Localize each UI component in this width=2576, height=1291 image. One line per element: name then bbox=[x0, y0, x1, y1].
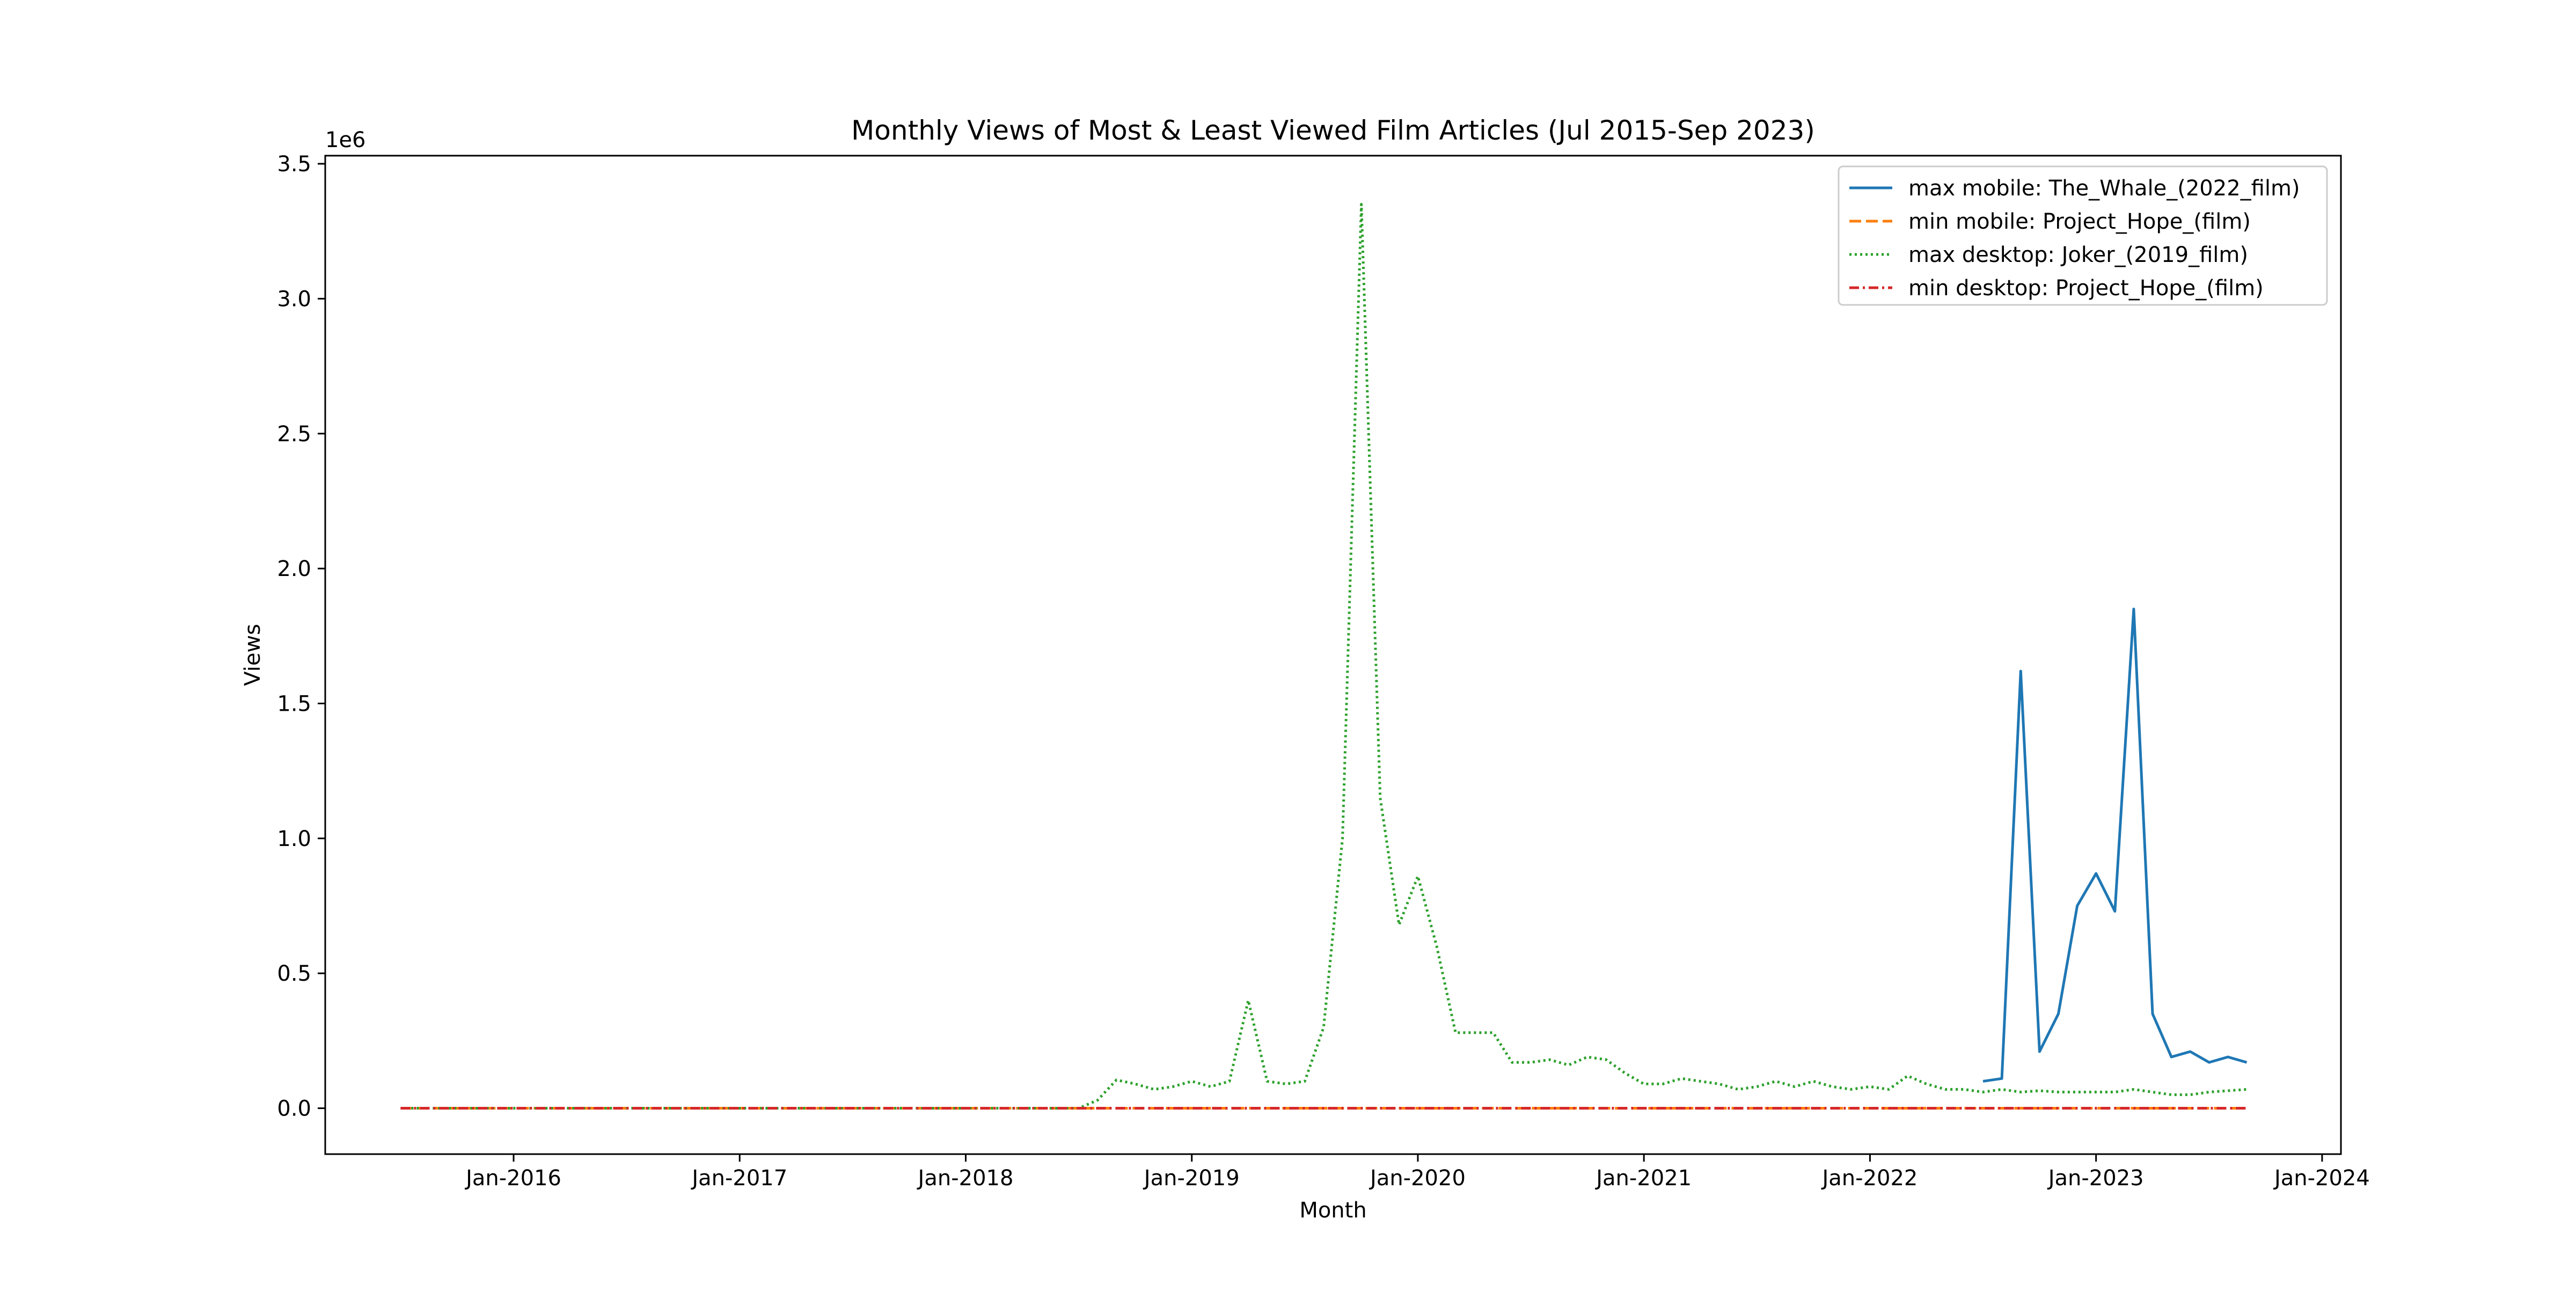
legend-box bbox=[1838, 165, 2328, 306]
x-tick-label: Jan-2022 bbox=[1820, 1166, 1918, 1191]
y-tick-label: 0.0 bbox=[277, 1097, 311, 1121]
y-tick-label: 3.5 bbox=[277, 152, 311, 177]
x-tick-label: Jan-2017 bbox=[690, 1166, 787, 1191]
x-tick-label: Jan-2016 bbox=[464, 1166, 561, 1191]
legend-label: min mobile: Project_Hope_(film) bbox=[1908, 209, 2251, 234]
y-axis-label: Views bbox=[240, 624, 265, 686]
x-axis-label: Month bbox=[1299, 1198, 1366, 1223]
y-tick-label: 1.5 bbox=[277, 691, 311, 716]
legend-label: max mobile: The_Whale_(2022_film) bbox=[1908, 176, 2300, 201]
x-tick-label: Jan-2023 bbox=[2047, 1166, 2144, 1191]
x-tick-label: Jan-2020 bbox=[1368, 1166, 1466, 1191]
legend-item: min desktop: Project_Hope_(film) bbox=[1849, 276, 2264, 301]
legend-item: min mobile: Project_Hope_(film) bbox=[1849, 209, 2251, 234]
plot-frame bbox=[324, 155, 2342, 1155]
series-line-2 bbox=[400, 203, 2247, 1110]
x-tick-label: Jan-2024 bbox=[2273, 1166, 2370, 1191]
x-tick-label: Jan-2018 bbox=[917, 1166, 1014, 1191]
legend: max mobile: The_Whale_(2022_film)min mob… bbox=[1838, 165, 2328, 306]
legend-item: max mobile: The_Whale_(2022_film) bbox=[1849, 176, 2300, 201]
legend-item: max desktop: Joker_(2019_film) bbox=[1849, 243, 2248, 267]
x-tick-label: Jan-2019 bbox=[1143, 1166, 1240, 1191]
legend-label: min desktop: Project_Hope_(film) bbox=[1908, 276, 2264, 301]
y-tick-label: 1.0 bbox=[277, 827, 311, 851]
y-offset-label: 1e6 bbox=[325, 128, 366, 152]
chart-title: Monthly Views of Most & Least Viewed Fil… bbox=[851, 115, 1815, 146]
y-tick-label: 2.0 bbox=[277, 557, 311, 581]
legend-label: max desktop: Joker_(2019_film) bbox=[1908, 243, 2248, 267]
series-line-0 bbox=[1982, 608, 2248, 1083]
x-tick-label: Jan-2021 bbox=[1594, 1166, 1692, 1191]
y-axis: 0.0 0.5 1.0 1.5 2.0 2.5 3.0 3.5 bbox=[277, 152, 325, 1121]
y-tick-label: 3.0 bbox=[277, 287, 311, 311]
x-axis: Jan-2016 Jan-2017 Jan-2018 Jan-2019 Jan-2020… bbox=[464, 1154, 2370, 1191]
y-tick-label: 0.5 bbox=[277, 961, 311, 986]
y-tick-label: 2.5 bbox=[277, 422, 311, 447]
series-layer bbox=[400, 203, 2248, 1110]
